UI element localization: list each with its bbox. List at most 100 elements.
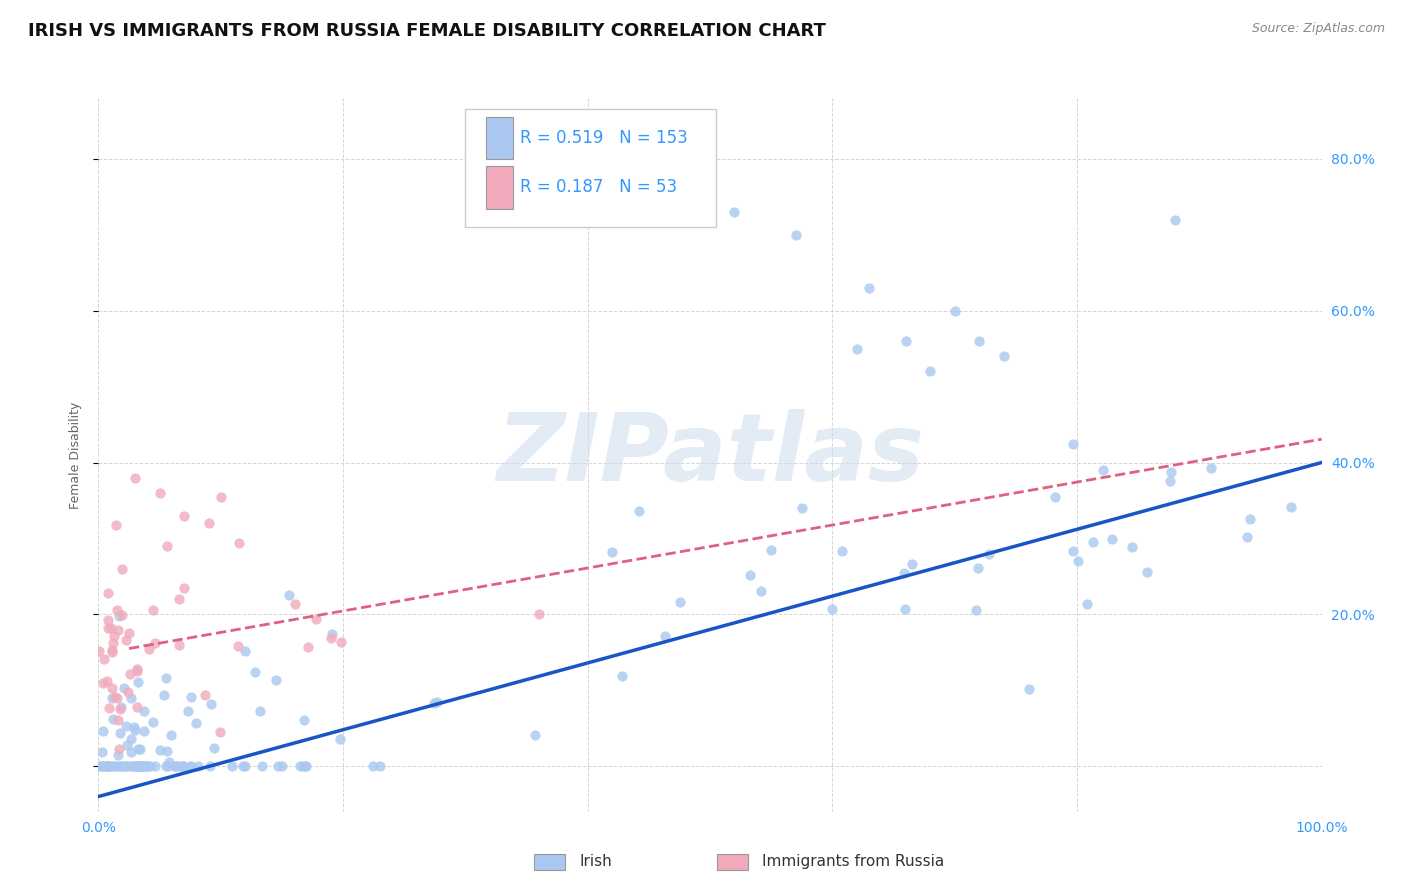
Point bbox=[132, 704, 155, 718]
Point bbox=[270, 759, 292, 773]
Point bbox=[101, 645, 124, 659]
Point bbox=[1159, 474, 1181, 488]
Point bbox=[319, 631, 342, 645]
Point bbox=[180, 690, 202, 704]
Point bbox=[93, 652, 115, 666]
Point bbox=[90, 745, 112, 759]
Point bbox=[292, 759, 315, 773]
Point bbox=[894, 334, 917, 348]
Point bbox=[294, 759, 316, 773]
Point bbox=[893, 602, 915, 616]
Point bbox=[423, 696, 446, 710]
Point bbox=[121, 759, 143, 773]
Bar bbox=[486, 117, 513, 160]
Point bbox=[98, 759, 121, 773]
Point bbox=[101, 681, 124, 695]
Point bbox=[305, 612, 328, 626]
Point bbox=[965, 602, 987, 616]
Point bbox=[132, 759, 155, 773]
Point bbox=[202, 740, 225, 755]
Point bbox=[124, 759, 146, 773]
Point bbox=[108, 702, 131, 716]
Point bbox=[284, 597, 307, 611]
Point bbox=[117, 759, 139, 773]
Point bbox=[127, 741, 149, 756]
Point bbox=[91, 759, 114, 773]
Point bbox=[1076, 597, 1098, 611]
Point bbox=[785, 227, 807, 242]
Point bbox=[858, 281, 880, 295]
Text: IRISH VS IMMIGRANTS FROM RUSSIA FEMALE DISABILITY CORRELATION CHART: IRISH VS IMMIGRANTS FROM RUSSIA FEMALE D… bbox=[28, 22, 825, 40]
Point bbox=[135, 759, 157, 773]
Point bbox=[821, 601, 844, 615]
Point bbox=[1045, 490, 1067, 504]
Point bbox=[107, 624, 129, 638]
Text: R = 0.519   N = 153: R = 0.519 N = 153 bbox=[520, 129, 688, 147]
Point bbox=[128, 742, 150, 756]
Point bbox=[103, 629, 125, 643]
Point bbox=[124, 723, 146, 737]
Point bbox=[143, 759, 166, 773]
Point bbox=[1121, 540, 1143, 554]
Point bbox=[107, 742, 129, 756]
Point bbox=[127, 675, 149, 690]
Point bbox=[125, 759, 148, 773]
Point bbox=[1136, 565, 1159, 579]
Point bbox=[111, 608, 134, 623]
Point bbox=[654, 629, 676, 643]
Point bbox=[264, 673, 287, 688]
Point bbox=[738, 567, 761, 582]
Point bbox=[111, 759, 134, 773]
Point bbox=[104, 759, 127, 773]
Point bbox=[131, 759, 153, 773]
Point bbox=[524, 728, 547, 742]
Point bbox=[97, 621, 120, 635]
Point bbox=[128, 759, 150, 773]
Point bbox=[297, 640, 319, 655]
Point bbox=[180, 759, 202, 773]
Point bbox=[208, 725, 231, 739]
Point bbox=[115, 739, 138, 753]
Point bbox=[97, 613, 120, 627]
Point bbox=[132, 759, 155, 773]
Point bbox=[1081, 535, 1104, 549]
Point bbox=[149, 486, 172, 500]
Point bbox=[627, 504, 650, 518]
Point bbox=[124, 759, 146, 773]
Point bbox=[759, 542, 782, 557]
Point bbox=[110, 759, 132, 773]
Point bbox=[89, 759, 111, 773]
Point bbox=[1101, 532, 1123, 546]
Point bbox=[179, 759, 201, 773]
Point bbox=[115, 719, 138, 733]
Point bbox=[170, 759, 193, 773]
Point bbox=[155, 759, 177, 773]
Point bbox=[170, 759, 193, 773]
Point bbox=[288, 759, 311, 773]
Point bbox=[166, 759, 188, 773]
Point bbox=[122, 720, 145, 734]
Point bbox=[194, 688, 217, 702]
Point bbox=[87, 759, 110, 773]
Point bbox=[173, 508, 195, 523]
Point bbox=[243, 665, 266, 679]
Point bbox=[361, 759, 384, 773]
Point bbox=[979, 547, 1001, 561]
Point bbox=[1199, 460, 1222, 475]
Point bbox=[993, 349, 1015, 363]
Point bbox=[114, 759, 136, 773]
Point bbox=[124, 471, 146, 485]
Point bbox=[197, 516, 219, 531]
Point bbox=[165, 759, 187, 773]
Point bbox=[91, 724, 114, 739]
Point bbox=[1066, 554, 1088, 568]
Point bbox=[669, 594, 692, 608]
Point bbox=[901, 557, 924, 571]
Point bbox=[97, 586, 120, 600]
Point bbox=[1062, 544, 1084, 558]
Point bbox=[149, 742, 172, 756]
Point bbox=[93, 759, 115, 773]
Point bbox=[96, 759, 118, 773]
Point bbox=[110, 726, 132, 740]
Point bbox=[139, 759, 162, 773]
